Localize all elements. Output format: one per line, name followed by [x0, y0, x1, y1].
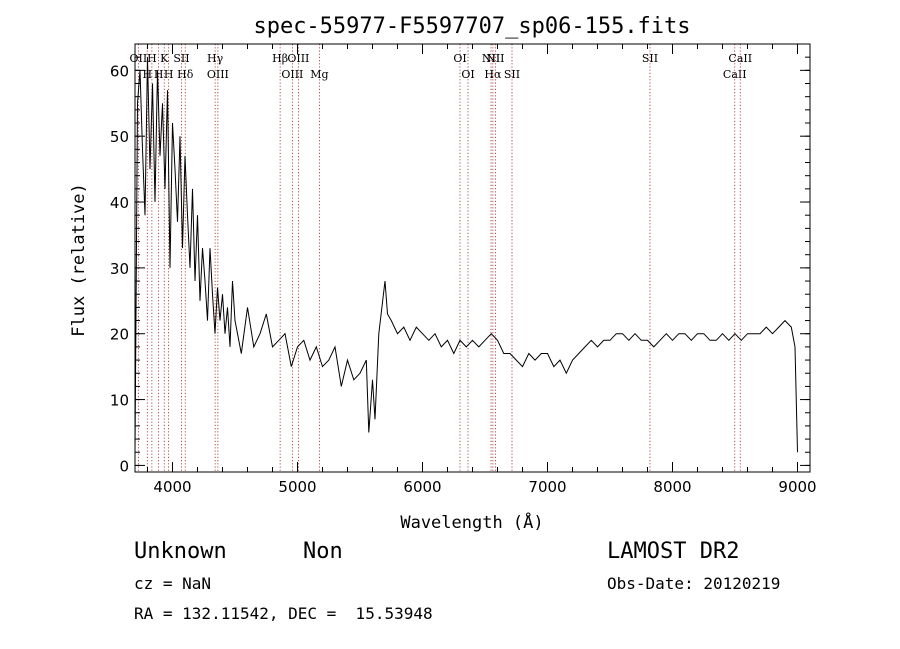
spectral-line-label: OIII: [281, 68, 303, 81]
x-tick-label: 8000: [653, 478, 691, 496]
ra-dec-coordinates: RA = 132.11542, DEC = 15.53948: [134, 604, 433, 623]
spectral-line-label: OII: [130, 52, 148, 65]
spectral-line-label: OI: [461, 68, 474, 81]
y-tick-label: 20: [110, 326, 129, 344]
spectral-line-label: H: [164, 68, 174, 81]
y-tick-label: 50: [110, 128, 129, 146]
x-axis-label: Wavelength (Å): [400, 511, 543, 533]
x-tick-label: 5000: [278, 478, 316, 496]
chart-title: spec-55977-F5597707_sp06-155.fits: [253, 14, 690, 39]
object-class: Unknown: [134, 539, 227, 564]
redshift-cz: cz = NaN: [134, 574, 212, 593]
spectrum-series-line: [134, 57, 798, 453]
spectral-line-label: Mg: [310, 68, 328, 81]
y-tick-label: 0: [119, 457, 129, 475]
plot-frame: [134, 43, 811, 473]
x-tick-label: 6000: [403, 478, 441, 496]
spectral-line-label: NII: [482, 52, 500, 65]
spectral-line-label: OIII: [207, 68, 229, 81]
spectral-line-label: CaII: [728, 52, 752, 65]
spectral-line-label: SII: [504, 68, 520, 81]
y-tick-label: 60: [110, 62, 129, 80]
spectral-line-label: CaII: [723, 68, 747, 81]
spectral-line-label: K: [160, 52, 169, 65]
spectral-line-label: H: [154, 68, 164, 81]
x-tick-label: 4000: [153, 478, 191, 496]
spectral-line-label: Hγ: [207, 52, 224, 65]
spectral-line-label: OIII: [287, 52, 309, 65]
x-tick-label: 9000: [778, 478, 816, 496]
observation-date: Obs-Date: 20120219: [607, 574, 781, 593]
spectral-line-label: OI: [453, 52, 466, 65]
y-tick-label: 40: [110, 194, 129, 212]
spectral-line-label: Hδ: [177, 68, 194, 81]
y-tick-label: 10: [110, 392, 129, 410]
spectral-line-label: NII: [486, 52, 504, 65]
plot-area: OIIHHHKHSIIHδHγOIIIHβOIIIOIIIMgOIOINIIHα…: [110, 43, 817, 496]
object-subclass: Non: [303, 539, 343, 564]
x-tick-label: 7000: [528, 478, 566, 496]
y-axis-label: Flux (relative): [69, 183, 89, 337]
spectral-line-label: H: [147, 52, 157, 65]
spectral-line-label: Hα: [484, 68, 502, 81]
spectral-line-label: SII: [642, 52, 658, 65]
y-tick-label: 30: [110, 260, 129, 278]
spectral-line-label: Hβ: [272, 52, 288, 65]
survey-name: LAMOST DR2: [607, 539, 740, 564]
spectral-line-label: SII: [173, 52, 189, 65]
